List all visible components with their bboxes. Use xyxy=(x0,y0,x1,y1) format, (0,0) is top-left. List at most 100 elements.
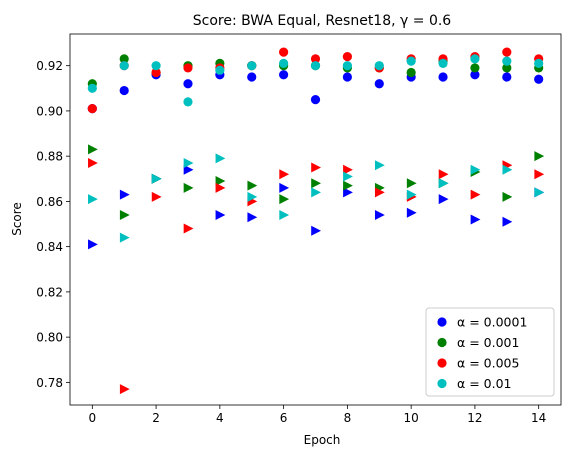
data-point-triangle xyxy=(183,182,194,193)
data-point-circle xyxy=(342,52,352,62)
data-point-circle xyxy=(119,85,129,96)
data-point-circle xyxy=(87,104,97,114)
data-point-circle xyxy=(406,67,416,78)
x-axis-label: Epoch xyxy=(304,433,341,447)
data-point-triangle xyxy=(119,384,130,395)
data-point-triangle xyxy=(183,157,194,168)
data-point-triangle xyxy=(215,176,226,187)
data-point-circle xyxy=(438,72,448,82)
data-point-triangle xyxy=(311,225,321,236)
data-point-circle xyxy=(310,61,321,71)
legend-marker xyxy=(437,378,447,389)
data-point-circle xyxy=(342,61,352,71)
data-point-triangle xyxy=(438,178,449,189)
data-point-circle xyxy=(374,61,384,71)
data-point-triangle xyxy=(88,144,98,155)
legend-marker xyxy=(437,317,447,327)
data-point-triangle xyxy=(502,191,513,202)
y-tick-label: 0.78 xyxy=(36,376,63,390)
data-point-triangle xyxy=(183,223,194,234)
data-point-circle xyxy=(470,70,480,80)
y-tick-label: 0.90 xyxy=(36,104,63,118)
data-point-circle xyxy=(534,74,544,84)
data-point-circle xyxy=(247,61,257,71)
data-point-circle xyxy=(119,61,129,71)
data-point-circle xyxy=(534,58,544,69)
data-point-triangle xyxy=(534,151,545,162)
data-point-triangle xyxy=(279,209,290,220)
legend-marker xyxy=(437,337,447,348)
data-point-triangle xyxy=(534,169,545,180)
data-point-circle xyxy=(310,54,321,64)
y-tick-label: 0.80 xyxy=(36,331,63,345)
data-point-circle xyxy=(502,72,512,82)
data-point-triangle xyxy=(343,171,353,182)
y-tick-label: 0.86 xyxy=(36,195,63,209)
x-tick-label: 2 xyxy=(152,411,160,425)
legend-label: α = 0.0001 xyxy=(457,315,527,330)
x-tick-label: 8 xyxy=(344,411,352,425)
data-point-circle xyxy=(183,79,193,89)
data-point-triangle xyxy=(343,180,353,191)
data-point-triangle xyxy=(343,187,353,198)
data-point-circle xyxy=(279,70,289,80)
data-point-triangle xyxy=(343,164,353,175)
data-point-triangle xyxy=(438,194,449,205)
data-point-circle xyxy=(183,63,193,73)
legend-box xyxy=(425,307,555,397)
y-axis-label: Score xyxy=(10,202,24,236)
data-point-circle xyxy=(438,58,448,69)
data-point-triangle xyxy=(151,173,162,184)
y-tick-label: 0.92 xyxy=(36,59,63,73)
data-point-circle xyxy=(183,97,193,107)
x-tick-label: 10 xyxy=(404,411,419,425)
data-point-triangle xyxy=(470,214,481,225)
data-point-triangle xyxy=(502,216,513,227)
data-point-triangle xyxy=(406,178,417,189)
data-point-triangle xyxy=(311,162,321,173)
data-point-circle xyxy=(406,56,416,66)
data-point-triangle xyxy=(151,191,162,202)
x-tick-label: 12 xyxy=(467,411,482,425)
data-point-triangle xyxy=(119,232,130,243)
data-point-circle xyxy=(502,63,512,73)
data-point-triangle xyxy=(311,178,321,189)
data-point-circle xyxy=(502,56,512,66)
data-point-circle xyxy=(215,65,225,75)
data-point-circle xyxy=(247,72,257,82)
data-point-circle xyxy=(151,67,161,78)
data-point-triangle xyxy=(374,209,385,220)
data-point-triangle xyxy=(279,182,290,193)
y-tick-label: 0.82 xyxy=(36,285,63,299)
data-point-circle xyxy=(279,58,289,69)
legend-label: α = 0.001 xyxy=(457,335,519,350)
data-point-triangle xyxy=(215,209,226,220)
data-point-triangle xyxy=(119,209,130,220)
data-point-triangle xyxy=(470,164,481,175)
data-point-triangle xyxy=(247,212,258,223)
data-point-triangle xyxy=(119,189,130,200)
data-point-triangle xyxy=(215,182,226,193)
legend-label: α = 0.01 xyxy=(457,376,512,391)
data-point-triangle xyxy=(470,189,481,200)
data-point-circle xyxy=(310,95,321,105)
data-point-circle xyxy=(87,83,97,93)
data-point-circle xyxy=(374,79,384,89)
data-point-circle xyxy=(470,54,480,64)
y-tick-label: 0.84 xyxy=(36,240,63,254)
legend-label: α = 0.005 xyxy=(457,356,519,371)
data-point-triangle xyxy=(502,164,513,175)
data-point-triangle xyxy=(279,169,290,180)
data-point-triangle xyxy=(247,180,258,191)
y-tick-label: 0.88 xyxy=(36,150,63,164)
data-point-triangle xyxy=(374,160,385,171)
data-point-circle xyxy=(342,72,352,82)
data-point-triangle xyxy=(374,187,385,198)
x-tick-label: 0 xyxy=(88,411,96,425)
data-point-triangle xyxy=(534,187,545,198)
data-point-triangle xyxy=(88,157,98,168)
x-tick-label: 14 xyxy=(531,411,546,425)
data-point-circle xyxy=(502,47,512,57)
x-tick-label: 4 xyxy=(216,411,224,425)
